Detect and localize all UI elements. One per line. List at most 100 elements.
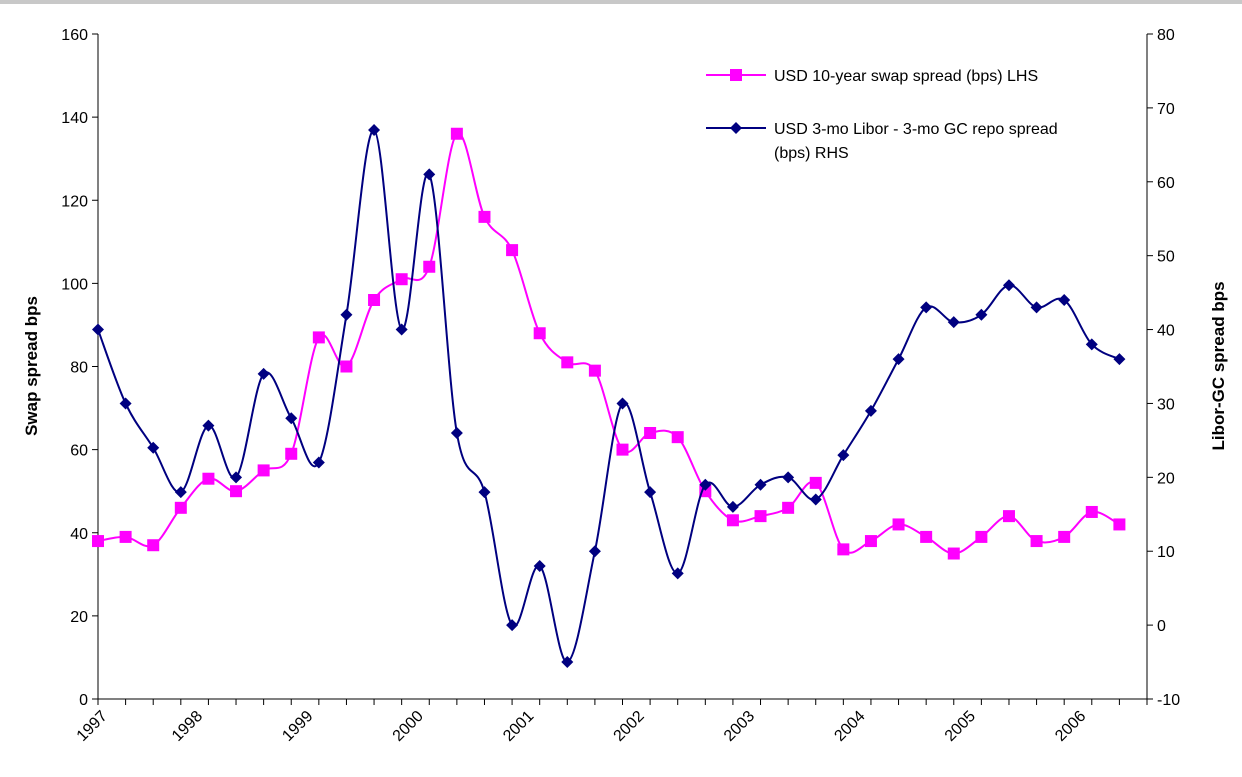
y-right-tick-label: 40 [1157, 323, 1175, 340]
y-right-tick-label: 50 [1157, 249, 1175, 266]
y-left-tick-label: 20 [70, 609, 88, 626]
swap-spread-point [174, 501, 187, 514]
swap-spread-point [92, 535, 104, 548]
libor-gc-spread-point [1113, 353, 1126, 366]
libor-gc-spread-point [119, 397, 132, 410]
y-right-tick-label: 20 [1157, 470, 1175, 487]
swap-spread-point [644, 427, 657, 439]
x-tick-label: 2005 [942, 708, 979, 745]
swap-spread-point [147, 539, 160, 552]
libor-gc-spread-point [533, 560, 546, 572]
libor-gc-spread-point [285, 412, 298, 425]
swap-spread-point [533, 327, 546, 340]
y-left-tick-label: 0 [79, 692, 88, 709]
swap-spread-point [340, 360, 353, 373]
swap-spread-point [782, 501, 795, 514]
y-right-tick-label: 60 [1157, 175, 1175, 192]
libor-gc-spread-point [257, 367, 270, 380]
swap-spread-point [975, 530, 988, 543]
x-tick-label: 1999 [279, 708, 316, 745]
libor-gc-spread-point [230, 471, 243, 484]
libor-gc-spread-point [947, 316, 960, 329]
swap-spread-point [257, 464, 270, 477]
swap-spread-point [395, 273, 408, 286]
swap-spread-line [97, 132, 1120, 555]
swap-spread-point [588, 364, 601, 377]
swap-spread-point [1085, 505, 1098, 518]
libor-gc-spread-point [1085, 338, 1098, 351]
legend-swatch-libor-marker [730, 122, 742, 134]
legend-label-libor: USD 3-mo Libor - 3-mo GC repo spread [774, 121, 1058, 138]
libor-gc-spread-point [699, 478, 712, 491]
swap-spread-point [726, 514, 739, 527]
libor-gc-spread-point [202, 419, 215, 432]
libor-gc-spread-point [864, 404, 877, 417]
libor-gc-spread-point [395, 323, 408, 336]
y-left-tick-label: 80 [70, 360, 88, 377]
swap-spread-point [561, 356, 574, 369]
y-right-tick-label: 80 [1157, 27, 1175, 44]
libor-gc-spread-point [726, 500, 739, 513]
x-tick-label: 2004 [831, 708, 868, 745]
x-tick-label: 2001 [500, 708, 537, 745]
y-left-tick-label: 160 [61, 27, 88, 44]
y-right-tick-label: 30 [1157, 396, 1175, 413]
y-left-tick-label: 140 [61, 110, 88, 127]
libor-gc-spread-point [340, 308, 353, 321]
swap-spread-point [809, 476, 822, 489]
series-group [92, 124, 1126, 669]
libor-gc-spread-point [588, 545, 601, 558]
libor-gc-spread-point [312, 456, 325, 469]
libor-gc-spread-point [920, 301, 933, 314]
libor-gc-spread-point [174, 486, 187, 499]
libor-gc-spread-point [1002, 279, 1015, 292]
swap-spread-point [1030, 535, 1043, 548]
swap-spread-point [368, 294, 381, 306]
x-tick-label: 1997 [74, 708, 111, 745]
swap-spread-point [699, 485, 712, 498]
swap-spread-point [285, 447, 298, 460]
top-border [0, 0, 1242, 4]
libor-gc-spread-point [450, 427, 463, 439]
libor-gc-spread-point [506, 619, 519, 632]
swap-spread-point [671, 431, 684, 444]
y-left-tick-label: 100 [61, 276, 88, 293]
libor-gc-spread-point [1030, 301, 1043, 314]
x-tick-label: 2003 [721, 708, 758, 745]
swap-spread-point [754, 510, 767, 523]
libor-gc-spread-point [478, 486, 491, 499]
libor-gc-spread-point [561, 656, 574, 669]
swap-spread-point [892, 518, 905, 531]
x-tick-label: 2002 [611, 708, 648, 745]
swap-spread-point [230, 485, 243, 498]
swap-spread-point [1002, 510, 1015, 523]
x-tick-label: 1998 [169, 708, 206, 745]
y-left-tick-label: 60 [70, 443, 88, 460]
swap-spread-point [1113, 518, 1126, 531]
y-right-axis-title: Libor-GC spread bps [1209, 281, 1228, 450]
y-right-tick-label: 0 [1157, 618, 1166, 635]
swap-spread-point [506, 244, 519, 257]
swap-spread-point [1058, 530, 1071, 543]
y-left-tick-label: 40 [70, 526, 88, 543]
y-left-axis-title: Swap spread bps [22, 296, 41, 436]
legend-swatch-swap-marker [730, 69, 742, 81]
y-right-tick-label: 70 [1157, 101, 1175, 118]
libor-gc-spread-point [92, 323, 104, 336]
libor-gc-spread-point [754, 478, 767, 491]
x-tick-label: 2006 [1052, 708, 1089, 745]
x-tick-label: 2000 [390, 708, 427, 745]
libor-gc-spread-point [809, 493, 822, 506]
libor-gc-spread-point [423, 168, 436, 181]
libor-gc-spread-point [147, 441, 160, 454]
libor-gc-spread-point [975, 308, 988, 321]
libor-gc-spread-point [892, 353, 905, 366]
swap-spread-point [837, 543, 850, 556]
swap-spread-point [947, 547, 960, 560]
y-left-tick-label: 120 [61, 193, 88, 210]
swap-spread-point [864, 535, 877, 548]
libor-gc-spread-line [97, 129, 1120, 664]
swap-spread-point [202, 472, 215, 485]
swap-spread-point [119, 530, 132, 543]
